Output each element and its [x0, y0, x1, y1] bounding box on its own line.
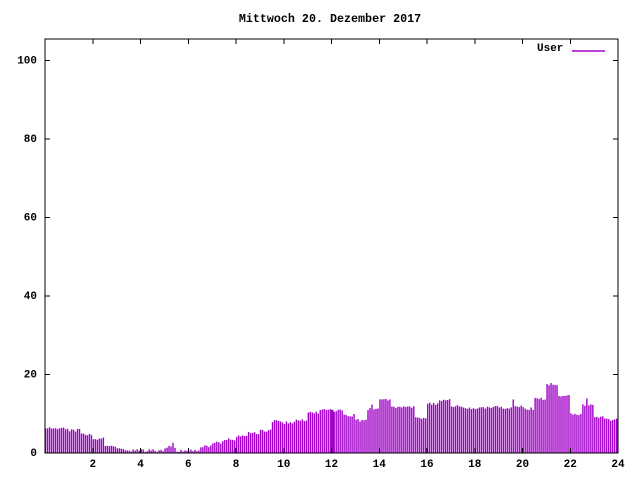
svg-text:0: 0	[30, 448, 37, 460]
svg-text:12: 12	[325, 459, 338, 471]
svg-text:100: 100	[17, 55, 37, 67]
svg-text:User: User	[537, 43, 563, 55]
svg-text:4: 4	[137, 459, 144, 471]
svg-text:24: 24	[611, 459, 625, 471]
svg-text:18: 18	[468, 459, 482, 471]
svg-text:16: 16	[420, 459, 433, 471]
svg-text:60: 60	[24, 212, 37, 224]
svg-text:6: 6	[185, 459, 192, 471]
svg-text:80: 80	[24, 134, 37, 146]
svg-text:14: 14	[373, 459, 387, 471]
svg-text:2: 2	[89, 459, 96, 471]
svg-text:20: 20	[516, 459, 529, 471]
svg-text:20: 20	[24, 369, 37, 381]
svg-text:22: 22	[564, 459, 577, 471]
svg-text:40: 40	[24, 291, 37, 303]
svg-text:8: 8	[233, 459, 240, 471]
svg-text:10: 10	[277, 459, 290, 471]
svg-text:Mittwoch 20. Dezember 2017: Mittwoch 20. Dezember 2017	[239, 12, 421, 26]
